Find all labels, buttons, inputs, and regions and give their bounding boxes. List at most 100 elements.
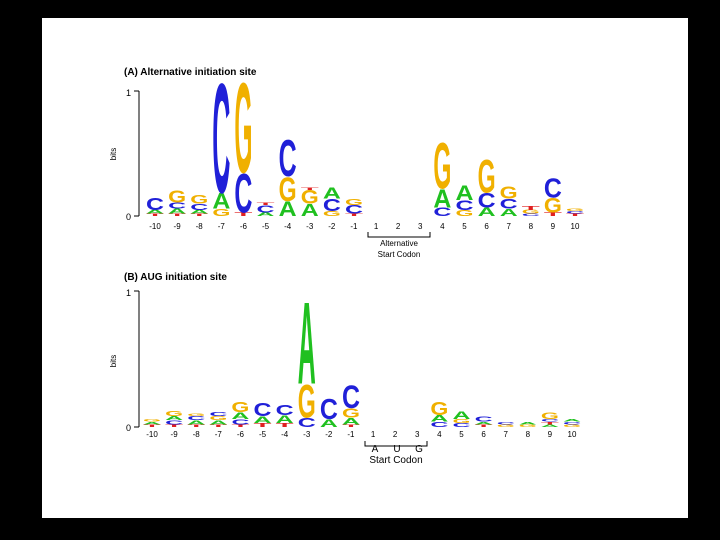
panel-a-letter-a-pos2-2: A xyxy=(168,207,186,215)
panel-a-letter-a-pos17-1: A xyxy=(500,208,520,219)
panel-b-letter-a-pos16-2: A xyxy=(475,421,495,425)
panel-a-letter-glyph: A xyxy=(146,209,165,215)
panel-a-letter-g-pos17-3: G xyxy=(500,184,518,204)
panel-a-letter-glyph: T xyxy=(522,205,540,211)
panel-b-letter-glyph: A xyxy=(320,417,339,430)
panel-b-letter-glyph: C xyxy=(165,419,183,425)
panel-a-letter-t-pos6-3: T xyxy=(257,202,277,206)
panel-a-letter-c-pos18-1: C xyxy=(522,213,542,217)
panel-b: (B) AUG initiation site bits 1 0 TAGTCAG… xyxy=(109,272,583,466)
panel-b-letter-glyph: G xyxy=(497,424,515,428)
panel-a-letter-c-pos3-3: C xyxy=(190,202,209,211)
panel-a-position-label-17: 7 xyxy=(506,222,511,231)
panel-b-letter-a-pos14-2: A xyxy=(430,414,448,425)
panel-b-bracket-label: Start Codon xyxy=(369,455,422,466)
panel-a-letter-glyph: C xyxy=(190,202,209,211)
panel-a-letter-g-pos14-3: G xyxy=(433,128,451,202)
panel-b-letter-glyph: A xyxy=(541,424,561,428)
panel-a-position-label-4: -7 xyxy=(218,222,226,231)
panel-b-letter-glyph: T xyxy=(475,424,494,428)
panel-a-letter-glyph: T xyxy=(234,211,252,217)
panel-a-letter-glyph: T xyxy=(345,213,365,217)
panel-a-letter-c-pos4-3: C xyxy=(212,53,230,227)
panel-b-letter-t-pos3-1: T xyxy=(187,424,206,428)
panel-b-codon-letter-a: A xyxy=(372,444,379,455)
panel-a-bracket-label-line1: Alternative xyxy=(380,239,418,248)
panel-a-position-label-10: -1 xyxy=(350,222,358,231)
panel-a-letter-g-pos4-1: G xyxy=(212,208,230,219)
panel-b-letter-g-pos5-4: G xyxy=(231,398,249,416)
panel-b-letter-c-pos14-1: C xyxy=(430,420,450,429)
panel-a-letter-glyph: G xyxy=(500,184,518,204)
panel-a-letter-glyph: C xyxy=(168,201,187,210)
panel-b-letter-t-pos7-1: T xyxy=(276,422,294,428)
panel-b-letter-c-pos15-1: C xyxy=(452,422,470,428)
panel-b-letter-glyph: A xyxy=(430,414,448,425)
panel-a-position-label-18: 8 xyxy=(529,222,534,231)
panel-a-letter-glyph: A xyxy=(301,201,319,221)
panel-a-letter-glyph: T xyxy=(168,213,188,217)
panel-b-letter-glyph: T xyxy=(187,424,206,428)
panel-b-letter-a-pos3-2: A xyxy=(187,419,205,425)
panel-a-letter-glyph: C xyxy=(146,195,164,215)
panel-b-letter-glyph: T xyxy=(342,424,361,428)
panel-b-letter-glyph: G xyxy=(187,413,205,417)
panel-b-position-label-6: -5 xyxy=(259,430,267,439)
panel-a-letter-glyph: G xyxy=(168,188,186,208)
panel-b-letter-g-pos10-3: G xyxy=(342,406,360,421)
panel-b-codon-letter-u: U xyxy=(393,444,400,455)
panel-b-position-label-11: 1 xyxy=(371,430,376,439)
panel-b-position-labels: -10 -9 -8 -7 -6 -5 -4 -3 -2 -1 1 2 3 4 5 6 7 8 9 10 xyxy=(146,430,577,439)
panel-a-letter-glyph: G xyxy=(544,194,562,217)
panel-b-letter-a-pos10-2: A xyxy=(342,417,360,428)
panel-a-letter-c-pos9-2: C xyxy=(323,196,341,216)
panel-b-letter-g-pos19-4: G xyxy=(541,411,559,422)
panel-b-position-label-8: -3 xyxy=(303,430,311,439)
panel-a-position-label-11: 1 xyxy=(374,222,379,231)
panel-a-position-label-3: -8 xyxy=(196,222,204,231)
panel-b-letter-g-pos15-2: G xyxy=(452,418,470,424)
panel-a-bracket-label-line2: Start Codon xyxy=(378,250,421,259)
panel-b-letter-a-pos15-3: A xyxy=(452,409,471,422)
panel-b-letter-a-pos9-1: A xyxy=(320,417,339,430)
panel-b-letter-c-pos16-3: C xyxy=(475,415,495,424)
panel-b-position-label-12: 2 xyxy=(393,430,398,439)
panel-a-letter-g-pos7-2: G xyxy=(279,171,297,209)
panel-b-ylabel: bits xyxy=(109,355,118,367)
panel-b-letter-c-pos2-2: C xyxy=(165,419,183,425)
panel-a-letter-c-pos1-3: C xyxy=(146,195,164,215)
panel-b-letter-g-pos1-3: G xyxy=(143,418,161,422)
panel-b-letter-g-pos17-1: G xyxy=(497,424,515,428)
panel-a-ytick-label-0: 0 xyxy=(126,212,131,222)
panel-a-letter-g-pos8-2: G xyxy=(301,187,319,208)
panel-b-letter-glyph: C xyxy=(231,417,251,426)
panel-a-position-label-9: -2 xyxy=(328,222,336,231)
panel-b-letter-a-pos2-3: A xyxy=(165,415,183,421)
panel-b-letter-c-pos9-2: C xyxy=(320,394,338,426)
panel-a-position-label-14: 4 xyxy=(440,222,445,231)
panel-b-letter-glyph: C xyxy=(342,380,360,416)
panel-a-letter-glyph: A xyxy=(478,206,496,219)
panel-b-position-label-5: -6 xyxy=(237,430,245,439)
panel-a-letter-glyph: A xyxy=(279,198,297,221)
panel-a-letter-a-pos6-1: A xyxy=(257,211,276,217)
panel-b-letter-glyph: G xyxy=(231,398,249,416)
panel-b-letter-glyph: A xyxy=(165,415,183,421)
panel-a-letter-glyph: A xyxy=(433,185,451,214)
panel-a-letter-glyph: C xyxy=(279,129,297,187)
panel-a-position-label-7: -4 xyxy=(284,222,292,231)
panel-a-letter-t-pos3-1: T xyxy=(190,213,210,217)
panel-b-letter-t-pos10-1: T xyxy=(342,424,361,428)
panel-b-letter-a-pos4-2: A xyxy=(209,419,227,425)
panel-a-letter-t-pos18-3: T xyxy=(522,205,540,211)
panel-b-letter-glyph: G xyxy=(430,399,448,420)
panel-b-letter-glyph: C xyxy=(187,415,205,421)
panel-a-letter-a-pos15-3: A xyxy=(455,182,473,205)
panel-b-letter-glyph: G xyxy=(143,418,161,422)
panel-b-letter-glyph: A xyxy=(452,409,471,422)
panel-b-position-label-14: 4 xyxy=(437,430,442,439)
panel-a-letter-glyph: C xyxy=(500,196,519,212)
panel-b-letter-glyph: G xyxy=(165,409,183,418)
panel-b-letter-a-pos7-2: A xyxy=(276,413,295,426)
